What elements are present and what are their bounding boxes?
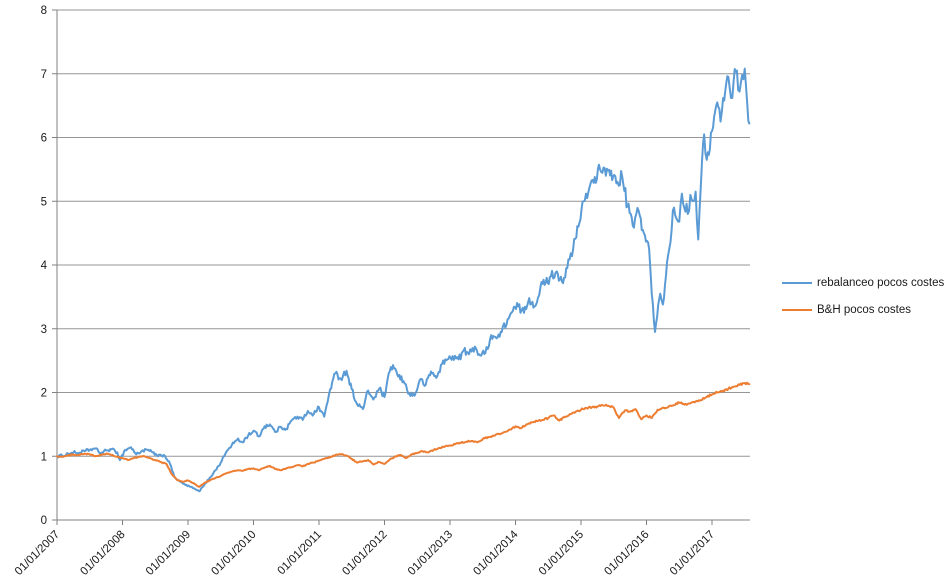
y-axis-label: 1 xyxy=(41,451,47,463)
y-axis-label: 5 xyxy=(41,196,47,208)
y-axis-label: 6 xyxy=(41,133,47,145)
x-axis-label: 01/01/2016 xyxy=(602,529,651,578)
series-line-1 xyxy=(56,381,751,488)
x-axis-label: 01/01/2012 xyxy=(340,529,389,578)
x-axis-label: 01/01/2007 xyxy=(13,529,62,578)
legend-label-bh: B&H pocos costes xyxy=(817,304,911,316)
x-axis-label: 01/01/2013 xyxy=(406,529,455,578)
x-axis-label: 01/01/2010 xyxy=(209,529,258,578)
x-axis-label: 01/01/2014 xyxy=(471,528,521,578)
x-axis-label: 01/01/2009 xyxy=(144,529,193,578)
legend-label-rebalanceo: rebalanceo pocos costes xyxy=(817,277,944,289)
x-axis-label: 01/01/2008 xyxy=(78,529,127,578)
x-axis-label: 01/01/2015 xyxy=(537,529,586,578)
y-axis-label: 2 xyxy=(41,388,47,400)
legend-item-bh[interactable]: B&H pocos costes xyxy=(782,303,944,317)
y-axis-label: 7 xyxy=(41,69,47,81)
legend: rebalanceo pocos costes B&H pocos costes xyxy=(782,276,944,317)
legend-line-swatch-orange xyxy=(782,308,812,312)
y-axis-label: 3 xyxy=(41,324,47,336)
y-axis-label: 8 xyxy=(41,5,47,17)
legend-item-rebalanceo[interactable]: rebalanceo pocos costes xyxy=(782,276,944,290)
x-axis-label: 01/01/2017 xyxy=(668,529,717,578)
y-axis-label: 0 xyxy=(41,515,47,527)
series-line-0 xyxy=(56,67,751,493)
x-axis-label: 01/01/2011 xyxy=(276,529,325,578)
legend-line-swatch-blue xyxy=(782,281,812,285)
y-axis-label: 4 xyxy=(41,260,48,272)
